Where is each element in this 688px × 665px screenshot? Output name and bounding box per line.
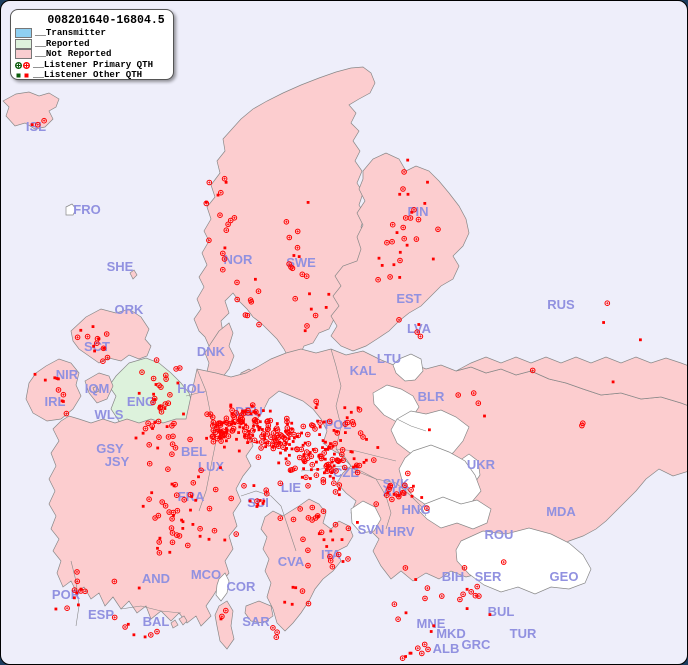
svg-text:ESP: ESP [88,607,114,622]
svg-text:RUS: RUS [547,297,575,312]
svg-text:MCO: MCO [191,567,221,582]
svg-text:BEL: BEL [181,444,207,459]
svg-text:FRO: FRO [73,202,100,217]
svg-text:ORK: ORK [115,302,145,317]
svg-text:UKR: UKR [467,457,496,472]
svg-text:TUR: TUR [510,626,537,641]
svg-text:BLR: BLR [418,389,445,404]
svg-text:LIE: LIE [281,480,302,495]
svg-text:BIH: BIH [442,569,464,584]
svg-text:ROU: ROU [485,527,514,542]
svg-text:NOR: NOR [224,252,254,267]
svg-text:AND: AND [142,571,170,586]
svg-text:SER: SER [475,569,502,584]
svg-text:JSY: JSY [105,454,130,469]
svg-text:WLS: WLS [95,407,124,422]
svg-text:LTU: LTU [377,351,401,366]
svg-text:IQM: IQM [85,381,110,396]
svg-text:BAL: BAL [143,614,170,629]
svg-text:SVN: SVN [358,522,385,537]
svg-text:MNE: MNE [417,616,446,631]
svg-text:EST: EST [396,291,421,306]
svg-text:KAL: KAL [350,363,377,378]
svg-text:HOL: HOL [177,381,205,396]
svg-text:HNG: HNG [402,502,431,517]
svg-text:GEO: GEO [550,569,579,584]
svg-text:CVA: CVA [278,554,305,569]
svg-text:BUL: BUL [488,604,515,619]
svg-text:MDA: MDA [546,504,576,519]
svg-text:SHE: SHE [107,259,134,274]
svg-text:COR: COR [227,579,257,594]
svg-text:ALB: ALB [433,641,460,656]
svg-text:SAR: SAR [242,614,270,629]
svg-text:GRC: GRC [462,637,492,652]
svg-text:DNK: DNK [197,344,226,359]
svg-text:HRV: HRV [387,524,415,539]
